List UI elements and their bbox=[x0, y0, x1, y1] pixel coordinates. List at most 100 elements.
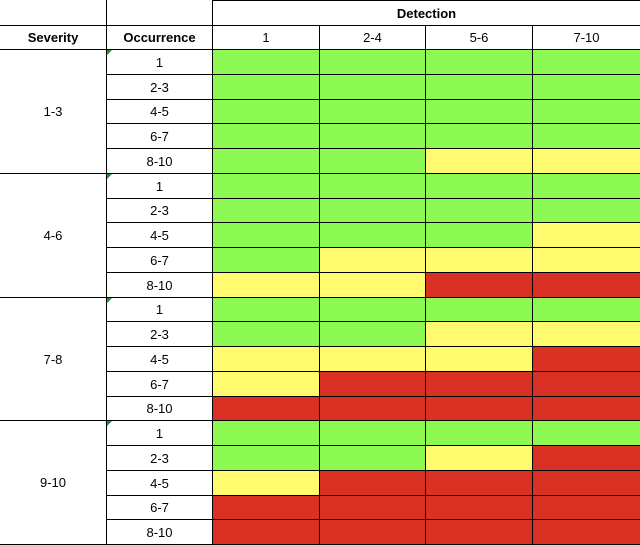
risk-cell-red bbox=[533, 347, 640, 372]
risk-cell-green bbox=[213, 248, 320, 273]
occurrence-label: 6-7 bbox=[107, 124, 213, 149]
risk-cell-red bbox=[426, 520, 533, 545]
risk-cell-red bbox=[533, 273, 640, 298]
risk-cell-yellow bbox=[533, 248, 640, 273]
risk-cell-yellow bbox=[213, 273, 320, 298]
risk-cell-red bbox=[426, 471, 533, 496]
risk-cell-green bbox=[320, 199, 426, 223]
detection-level-header: 5-6 bbox=[426, 26, 533, 50]
risk-cell-green bbox=[533, 124, 640, 149]
severity-header: Severity bbox=[0, 26, 107, 50]
risk-cell-green bbox=[213, 223, 320, 248]
detection-header: Detection bbox=[213, 0, 640, 26]
risk-cell-green bbox=[213, 50, 320, 75]
risk-cell-green bbox=[426, 298, 533, 322]
risk-cell-green bbox=[426, 124, 533, 149]
risk-cell-green bbox=[320, 322, 426, 347]
risk-cell-green bbox=[320, 124, 426, 149]
occurrence-label: 1 bbox=[107, 174, 213, 199]
risk-cell-red bbox=[533, 520, 640, 545]
risk-cell-green bbox=[426, 199, 533, 223]
risk-cell-yellow bbox=[533, 223, 640, 248]
risk-cell-red bbox=[426, 496, 533, 520]
risk-cell-green bbox=[426, 421, 533, 446]
occurrence-label: 2-3 bbox=[107, 322, 213, 347]
risk-cell-yellow bbox=[320, 273, 426, 298]
severity-group-label: 1-3 bbox=[0, 50, 107, 174]
risk-cell-green bbox=[320, 75, 426, 100]
risk-cell-red bbox=[533, 372, 640, 397]
occurrence-label: 2-3 bbox=[107, 446, 213, 471]
occurrence-label: 8-10 bbox=[107, 149, 213, 174]
risk-cell-yellow bbox=[426, 322, 533, 347]
risk-cell-green bbox=[213, 322, 320, 347]
occurrence-label: 4-5 bbox=[107, 471, 213, 496]
occurrence-label: 1 bbox=[107, 50, 213, 75]
detection-level-header: 2-4 bbox=[320, 26, 426, 50]
risk-cell-yellow bbox=[213, 372, 320, 397]
occurrence-label: 8-10 bbox=[107, 397, 213, 421]
risk-cell-green bbox=[213, 199, 320, 223]
severity-group-label: 7-8 bbox=[0, 298, 107, 421]
risk-cell-yellow bbox=[426, 446, 533, 471]
risk-cell-green bbox=[320, 421, 426, 446]
risk-cell-green bbox=[320, 298, 426, 322]
risk-cell-green bbox=[213, 298, 320, 322]
risk-cell-red bbox=[320, 397, 426, 421]
risk-cell-red bbox=[533, 446, 640, 471]
risk-cell-yellow bbox=[213, 471, 320, 496]
risk-cell-red bbox=[320, 471, 426, 496]
risk-cell-green bbox=[426, 223, 533, 248]
risk-cell-green bbox=[213, 100, 320, 124]
risk-cell-red bbox=[426, 372, 533, 397]
occurrence-label: 1 bbox=[107, 298, 213, 322]
occurrence-header: Occurrence bbox=[107, 26, 213, 50]
risk-cell-green bbox=[320, 100, 426, 124]
risk-cell-green bbox=[320, 149, 426, 174]
risk-cell-red bbox=[426, 273, 533, 298]
risk-cell-yellow bbox=[426, 248, 533, 273]
risk-cell-red bbox=[213, 520, 320, 545]
severity-group-label: 9-10 bbox=[0, 421, 107, 545]
risk-cell-green bbox=[320, 446, 426, 471]
risk-cell-red bbox=[320, 520, 426, 545]
risk-cell-red bbox=[533, 471, 640, 496]
occurrence-label: 1 bbox=[107, 421, 213, 446]
risk-cell-green bbox=[426, 50, 533, 75]
risk-cell-green bbox=[213, 174, 320, 199]
occurrence-label: 6-7 bbox=[107, 372, 213, 397]
blank-header-cell bbox=[107, 0, 213, 26]
risk-cell-yellow bbox=[533, 322, 640, 347]
risk-cell-red bbox=[533, 496, 640, 520]
occurrence-label: 4-5 bbox=[107, 347, 213, 372]
risk-cell-green bbox=[213, 124, 320, 149]
risk-cell-green bbox=[533, 75, 640, 100]
risk-cell-green bbox=[533, 421, 640, 446]
detection-level-header: 1 bbox=[213, 26, 320, 50]
detection-level-header: 7-10 bbox=[533, 26, 640, 50]
risk-cell-green bbox=[213, 421, 320, 446]
occurrence-label: 8-10 bbox=[107, 273, 213, 298]
risk-cell-green bbox=[213, 149, 320, 174]
occurrence-label: 4-5 bbox=[107, 223, 213, 248]
risk-cell-yellow bbox=[426, 347, 533, 372]
risk-cell-green bbox=[213, 75, 320, 100]
risk-cell-green bbox=[533, 199, 640, 223]
risk-cell-red bbox=[213, 496, 320, 520]
risk-cell-yellow bbox=[533, 149, 640, 174]
occurrence-label: 6-7 bbox=[107, 496, 213, 520]
severity-group-label: 4-6 bbox=[0, 174, 107, 298]
occurrence-label: 4-5 bbox=[107, 100, 213, 124]
risk-cell-green bbox=[426, 75, 533, 100]
risk-cell-green bbox=[320, 50, 426, 75]
risk-cell-red bbox=[213, 397, 320, 421]
risk-cell-green bbox=[320, 174, 426, 199]
risk-cell-green bbox=[213, 446, 320, 471]
risk-cell-green bbox=[320, 223, 426, 248]
risk-cell-yellow bbox=[213, 347, 320, 372]
risk-cell-yellow bbox=[320, 347, 426, 372]
risk-cell-green bbox=[533, 298, 640, 322]
risk-cell-red bbox=[320, 496, 426, 520]
risk-cell-green bbox=[533, 100, 640, 124]
